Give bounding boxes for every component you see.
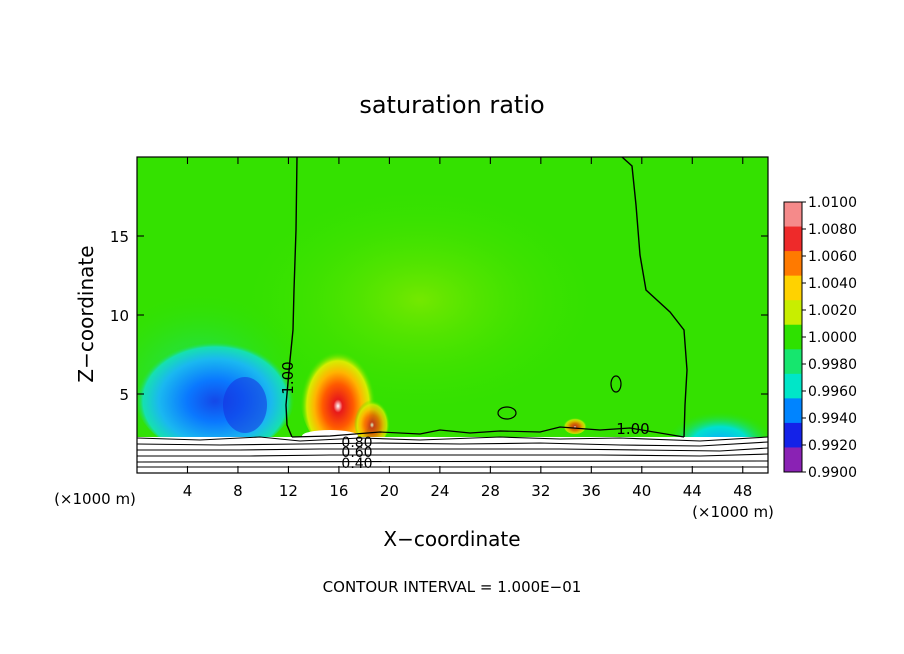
colorbar-label: 0.9940 xyxy=(808,411,857,427)
y-axis-label: Z−coordinate xyxy=(74,245,98,382)
colorbar: 1.0100 1.0080 1.0060 1.0040 1.0020 1.0000 0.99… xyxy=(783,195,857,481)
colorbar-label: 1.0100 xyxy=(808,195,857,211)
x-tick-label: 20 xyxy=(380,482,399,500)
x-tick-label: 4 xyxy=(183,482,193,500)
colorbar-label: 1.0000 xyxy=(808,330,857,346)
x-tick-label: 16 xyxy=(329,482,348,500)
chart-title: saturation ratio xyxy=(359,91,544,119)
left-deep-blue-core xyxy=(223,377,267,433)
x-tick-label: 44 xyxy=(683,482,702,500)
colorbar-label: 0.9980 xyxy=(808,357,857,373)
y-axis-ticks: 5 10 15 xyxy=(110,228,768,404)
x-tick-label: 8 xyxy=(233,482,243,500)
x-unit-left: (×1000 m) xyxy=(54,490,136,508)
contour-label-0-80: 0.80 xyxy=(341,435,372,451)
contour-label-0-40: 0.40 xyxy=(341,456,372,472)
x-axis-ticks: 4 8 12 16 20 24 28 32 36 40 44 48 xyxy=(183,157,752,500)
colorbar-segment xyxy=(784,300,802,326)
contour-label-0-60: 0.60 xyxy=(341,445,372,461)
contour-closed-small-1 xyxy=(497,406,517,420)
colorbar-segment xyxy=(784,324,802,350)
colorbar-segment xyxy=(784,251,802,277)
x-tick-label: 40 xyxy=(632,482,651,500)
x-axis-label: X−coordinate xyxy=(383,527,520,551)
colorbar-segment xyxy=(784,398,802,424)
contour-closed-small-2 xyxy=(610,375,622,393)
colorbar-label: 1.0040 xyxy=(808,276,857,292)
colorbar-segment xyxy=(784,447,802,473)
colorbar-segment xyxy=(784,202,802,228)
x-tick-label: 48 xyxy=(733,482,752,500)
contour-1-00-left xyxy=(285,157,298,438)
x-tick-label: 32 xyxy=(531,482,550,500)
colorbar-label: 1.0020 xyxy=(808,303,857,319)
x-tick-label: 28 xyxy=(481,482,500,500)
right-orange-spot xyxy=(563,416,587,434)
colorbar-label: 1.0080 xyxy=(808,222,857,238)
colorbar-segment xyxy=(784,226,802,252)
y-tick-label: 5 xyxy=(119,386,129,404)
x-unit-right: (×1000 m) xyxy=(692,503,774,521)
colorbar-segment xyxy=(784,422,802,448)
colorbar-label: 0.9960 xyxy=(808,384,857,400)
contour-label-left: 1.00 xyxy=(279,361,297,394)
surface-contour-lines xyxy=(137,436,768,468)
colorbar-label: 1.0060 xyxy=(808,249,857,265)
x-tick-label: 36 xyxy=(582,482,601,500)
contour-1-00-surface xyxy=(291,426,685,438)
x-tick-label: 12 xyxy=(279,482,298,500)
colorbar-label: 0.9900 xyxy=(808,465,857,481)
contour-interval-note: CONTOUR INTERVAL = 1.000E−01 xyxy=(323,578,582,596)
contour-label-right: 1.00 xyxy=(616,420,649,438)
x-tick-label: 24 xyxy=(430,482,449,500)
y-tick-label: 10 xyxy=(110,307,129,325)
contour-1-00-right xyxy=(621,157,688,438)
colorbar-segment xyxy=(784,349,802,375)
colorbar-label: 0.9920 xyxy=(808,438,857,454)
y-tick-label: 15 xyxy=(110,228,129,246)
colorbar-segment xyxy=(784,275,802,301)
plot-area xyxy=(137,157,768,473)
colorbar-segment xyxy=(784,373,802,399)
